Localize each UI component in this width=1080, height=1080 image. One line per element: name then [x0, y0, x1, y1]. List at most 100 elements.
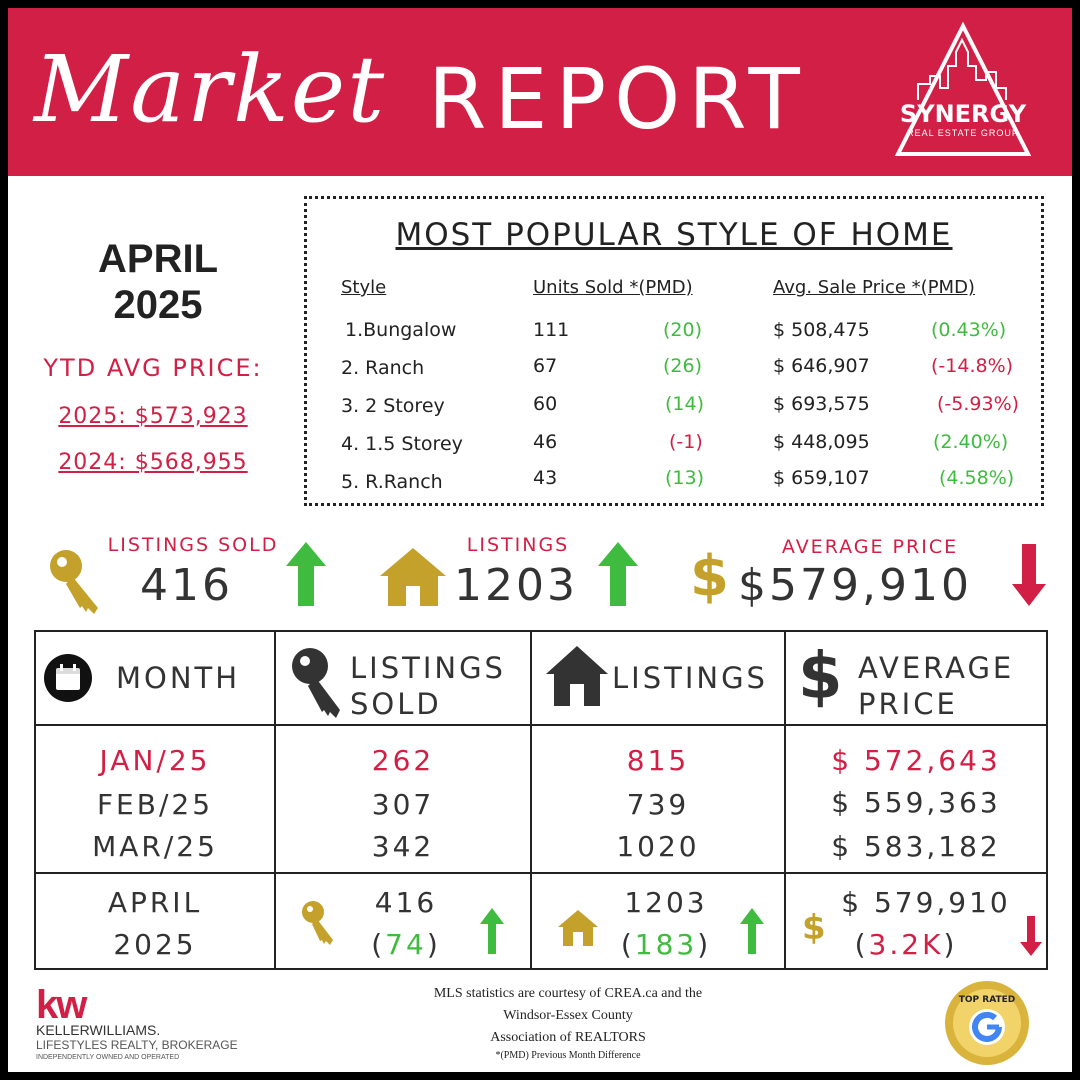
style-units: 43	[533, 467, 558, 489]
style-name: 1.Bungalow	[345, 319, 457, 341]
arrow-down-icon	[1020, 916, 1042, 956]
badge-text: TOP RATED	[959, 995, 1015, 1005]
style-price: $ 448,095	[773, 431, 870, 453]
google-top-rated-badge-icon: TOP RATED	[945, 981, 1029, 1065]
header-listings: LISTINGS	[612, 661, 768, 695]
month-cell: JAN/25	[99, 744, 211, 777]
current-avg-diff: (3.2K)	[854, 928, 958, 961]
avg-cell: $ 583,182	[831, 830, 1001, 863]
kw-independent-note: INDEPENDENTLY OWNED AND OPERATED	[36, 1054, 180, 1061]
style-price: $ 693,575	[773, 393, 870, 415]
sold-stat-value: 416	[140, 560, 233, 611]
credit-line-2: Windsor-Essex County	[503, 1008, 633, 1023]
title-report: REPORT	[428, 50, 808, 148]
house-icon	[558, 910, 598, 946]
listings-stat-value: 1203	[454, 560, 578, 611]
report-month: APRIL	[98, 237, 218, 281]
sold-cell: 307	[371, 788, 435, 821]
brand-name: SYNERGY	[899, 100, 1027, 128]
kw-logo: kw	[36, 983, 87, 1027]
style-units-diff: (14)	[665, 393, 705, 415]
brand-subtitle: REAL ESTATE GROUP	[907, 128, 1019, 138]
credit-line-1: MLS statistics are courtesy of CREA.ca a…	[433, 986, 703, 1001]
kw-brokerage: LIFESTYLES REALTY, BROKERAGE	[36, 1038, 238, 1052]
current-listings-diff: (183)	[620, 928, 712, 961]
dollar-icon: $	[690, 544, 729, 609]
header-average-price: AVERAGE PRICE	[858, 650, 1014, 722]
current-month-line1: APRIL	[107, 886, 203, 919]
style-units: 67	[533, 355, 558, 377]
listings-stat-label: LISTINGS	[466, 534, 570, 556]
listings-cell: 815	[626, 744, 690, 777]
avg-cell: $ 572,643	[831, 744, 1001, 777]
arrow-up-icon	[598, 542, 638, 606]
sold-stat-label: LISTINGS SOLD	[107, 534, 279, 556]
key-icon	[302, 901, 333, 945]
avg-stat-label: AVERAGE PRICE	[781, 536, 959, 558]
style-price: $ 508,475	[773, 319, 870, 341]
key-icon	[50, 550, 98, 614]
style-name: 3. 2 Storey	[341, 395, 445, 417]
month-cell: FEB/25	[96, 788, 214, 821]
kw-name: KELLERWILLIAMS.	[36, 1022, 161, 1038]
header-banner: Market REPORT SYNERGY REAL ESTATE GROUP	[8, 8, 1072, 176]
table-divider	[530, 632, 532, 968]
style-price-diff: (-5.93%)	[937, 393, 1020, 415]
avg-cell: $ 559,363	[831, 786, 1001, 819]
style-price-diff: (2.40%)	[933, 431, 1009, 453]
style-units-diff: (20)	[663, 319, 703, 341]
col-style-header: Style	[341, 277, 387, 298]
style-units-diff: (26)	[663, 355, 703, 377]
popular-style-box: MOST POPULAR STYLE OF HOME Style Units S…	[304, 196, 1044, 506]
market-report-page: Market REPORT SYNERGY REAL ESTATE GROUP …	[8, 8, 1072, 1072]
style-units: 46	[533, 431, 558, 453]
dollar-icon: $	[798, 640, 843, 714]
header-month: MONTH	[116, 661, 241, 695]
style-name: 2. Ranch	[341, 357, 425, 379]
ytd-current: 2025: $573,923	[58, 404, 248, 429]
ytd-label: YTD AVG PRICE:	[43, 354, 263, 382]
sold-cell: 342	[371, 830, 435, 863]
style-name: 4. 1.5 Storey	[341, 433, 463, 455]
style-units: 60	[533, 393, 558, 415]
header-avg-line1: AVERAGE	[858, 651, 1015, 685]
popular-style-heading: MOST POPULAR STYLE OF HOME	[395, 217, 953, 253]
header-avg-line2: PRICE	[858, 687, 958, 721]
house-icon	[546, 646, 608, 706]
style-price: $ 646,907	[773, 355, 870, 377]
style-price-diff: (4.58%)	[939, 467, 1015, 489]
current-listings: 1203	[624, 886, 708, 919]
current-avg: $ 579,910	[841, 886, 1011, 919]
col-price-header: Avg. Sale Price *(PMD)	[773, 277, 975, 298]
style-units-diff: (13)	[665, 467, 705, 489]
current-month-line2: 2025	[113, 928, 197, 961]
header-sold-line1: LISTINGS	[350, 651, 506, 685]
style-price-diff: (0.43%)	[931, 319, 1007, 341]
current-sold-diff: (74)	[371, 928, 441, 961]
style-name: 5. R.Ranch	[341, 471, 443, 493]
ytd-previous: 2024: $568,955	[58, 450, 248, 475]
style-units-diff: (-1)	[669, 431, 703, 453]
table-divider	[36, 724, 1046, 726]
arrow-up-icon	[740, 908, 764, 954]
calendar-icon	[44, 654, 92, 702]
key-icon	[292, 648, 340, 718]
sold-cell: 262	[371, 744, 435, 777]
arrow-down-icon	[1012, 544, 1046, 606]
header-listings-sold: LISTINGS SOLD	[350, 650, 506, 722]
monthly-table: MONTH LISTINGS SOLD LISTINGS $ AVERAGE P…	[34, 630, 1048, 970]
table-divider	[784, 632, 786, 968]
credit-line-3: Association of REALTORS	[490, 1030, 646, 1045]
current-sold: 416	[374, 886, 438, 919]
table-divider	[274, 632, 276, 968]
house-icon	[380, 548, 446, 606]
col-units-header: Units Sold *(PMD)	[533, 277, 693, 298]
arrow-up-icon	[480, 908, 504, 954]
arrow-up-icon	[286, 542, 326, 606]
listings-cell: 1020	[616, 830, 700, 863]
synergy-logo: SYNERGY REAL ESTATE GROUP	[888, 21, 1048, 162]
credit-footnote: *(PMD) Previous Month Difference	[495, 1050, 641, 1061]
report-year: 2025	[113, 283, 203, 327]
avg-stat-value: $579,910	[738, 560, 972, 611]
header-sold-line2: SOLD	[350, 687, 442, 721]
